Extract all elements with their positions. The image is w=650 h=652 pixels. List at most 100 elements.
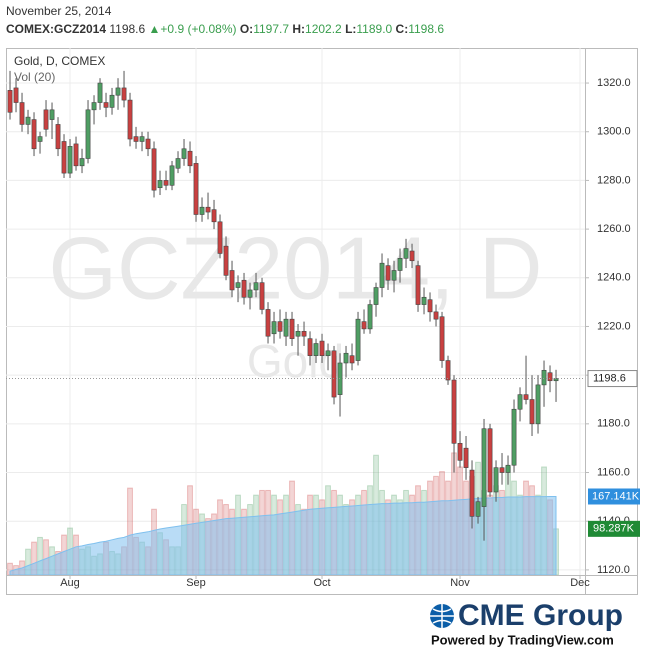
candle-body	[313, 343, 319, 356]
candle-body	[151, 148, 157, 191]
candle-body	[217, 221, 223, 254]
candle-body	[115, 87, 121, 96]
candle-body	[517, 394, 523, 410]
candle-body	[199, 206, 205, 215]
candle-body	[157, 180, 163, 189]
candle-body	[37, 136, 43, 142]
symbol: COMEX:GCZ2014	[6, 22, 106, 36]
quote-value: 1189.0	[356, 22, 392, 36]
candle-body	[379, 262, 385, 288]
candle-body	[43, 109, 49, 130]
candle-body	[127, 99, 133, 140]
candle-body	[457, 443, 463, 461]
candle-body	[97, 82, 103, 103]
volume-title: Vol (20)	[14, 70, 55, 84]
candle-body	[283, 318, 289, 337]
brand: CME Group	[458, 599, 623, 632]
change-pct: (+0.08%)	[187, 22, 236, 36]
chart-title: Gold, D, COMEX	[14, 54, 105, 68]
last-price-label: 1198.6	[593, 372, 626, 384]
candle-body	[109, 94, 115, 108]
quote-value: 1197.7	[253, 22, 289, 36]
x-tick-label: Nov	[450, 577, 470, 589]
candle-body	[547, 372, 553, 382]
volume-ma-tag	[588, 488, 640, 505]
candle-body	[247, 289, 253, 298]
candle-body	[295, 331, 301, 337]
candle-body	[259, 282, 265, 310]
last: 1198.6	[109, 22, 145, 36]
cme-logo: CME Group Powered by TradingView.com	[430, 599, 623, 647]
x-tick-label: Sep	[186, 577, 206, 589]
candle-body	[325, 350, 331, 356]
candle-body	[553, 378, 559, 382]
y-tick-label: 1180.0	[597, 418, 630, 430]
volume-tag	[588, 520, 640, 537]
candle-body	[307, 338, 313, 356]
candle-body	[193, 163, 199, 215]
up-arrow: ▲	[149, 22, 161, 36]
change: +0.9	[160, 22, 184, 36]
candle-body	[439, 316, 445, 361]
candle-body	[469, 469, 475, 517]
candle-body	[7, 90, 13, 113]
candle-body	[181, 148, 187, 159]
candle-body	[301, 331, 307, 337]
candle-body	[241, 279, 247, 298]
candle-body	[385, 265, 391, 281]
candle-body	[373, 287, 379, 305]
powered-by: Powered by TradingView.com	[431, 632, 614, 647]
candle-body	[391, 270, 397, 281]
candle-body	[253, 282, 259, 291]
quote-value: 1202.2	[305, 22, 342, 36]
volume-ma-label: 167.141K	[592, 490, 640, 502]
candle-body	[73, 143, 79, 167]
candle-body	[511, 408, 517, 466]
candle-body	[367, 304, 373, 330]
candle-body	[229, 270, 235, 291]
candle-body	[481, 428, 487, 507]
candle-body	[271, 321, 277, 335]
candle-body	[499, 467, 505, 473]
candle-body	[265, 309, 271, 337]
candle-body	[139, 136, 145, 142]
x-tick-label: Dec	[570, 577, 590, 589]
candle-body	[67, 146, 73, 174]
candle-body	[61, 141, 67, 174]
y-tick-label: 1320.0	[597, 77, 631, 89]
candle-body	[133, 136, 139, 142]
volume-label: 98.287K	[593, 523, 635, 535]
x-tick-label: Aug	[60, 577, 80, 589]
candle-body	[535, 384, 541, 425]
candle-body	[523, 394, 529, 400]
watermark: GCZ2014, D	[49, 218, 543, 317]
candle-body	[277, 321, 283, 332]
candle-body	[331, 350, 337, 398]
candle-body	[445, 360, 451, 381]
candle-body	[433, 311, 439, 320]
quote-value: 1198.6	[408, 22, 444, 36]
y-tick-label: 1240.0	[597, 272, 631, 284]
candle-body	[49, 109, 55, 120]
candle-body	[13, 87, 19, 103]
candle-body	[409, 250, 415, 262]
candle-body	[211, 209, 217, 223]
watermark-sub: Gold	[247, 335, 344, 387]
candle-body	[31, 119, 37, 150]
x-tick-label: Oct	[313, 577, 330, 589]
candle-body	[103, 102, 109, 108]
candle-body	[493, 467, 499, 493]
candle-body	[427, 299, 433, 313]
candle-body	[235, 282, 241, 288]
y-tick-label: 1120.0	[597, 564, 630, 576]
candle-body	[541, 369, 547, 386]
candle-body	[91, 102, 97, 111]
candle-body	[169, 165, 175, 186]
y-tick-label: 1280.0	[597, 174, 631, 186]
candle-body	[451, 379, 457, 444]
candle-body	[55, 124, 61, 150]
candle-body	[187, 150, 193, 167]
candle-body	[25, 116, 31, 125]
